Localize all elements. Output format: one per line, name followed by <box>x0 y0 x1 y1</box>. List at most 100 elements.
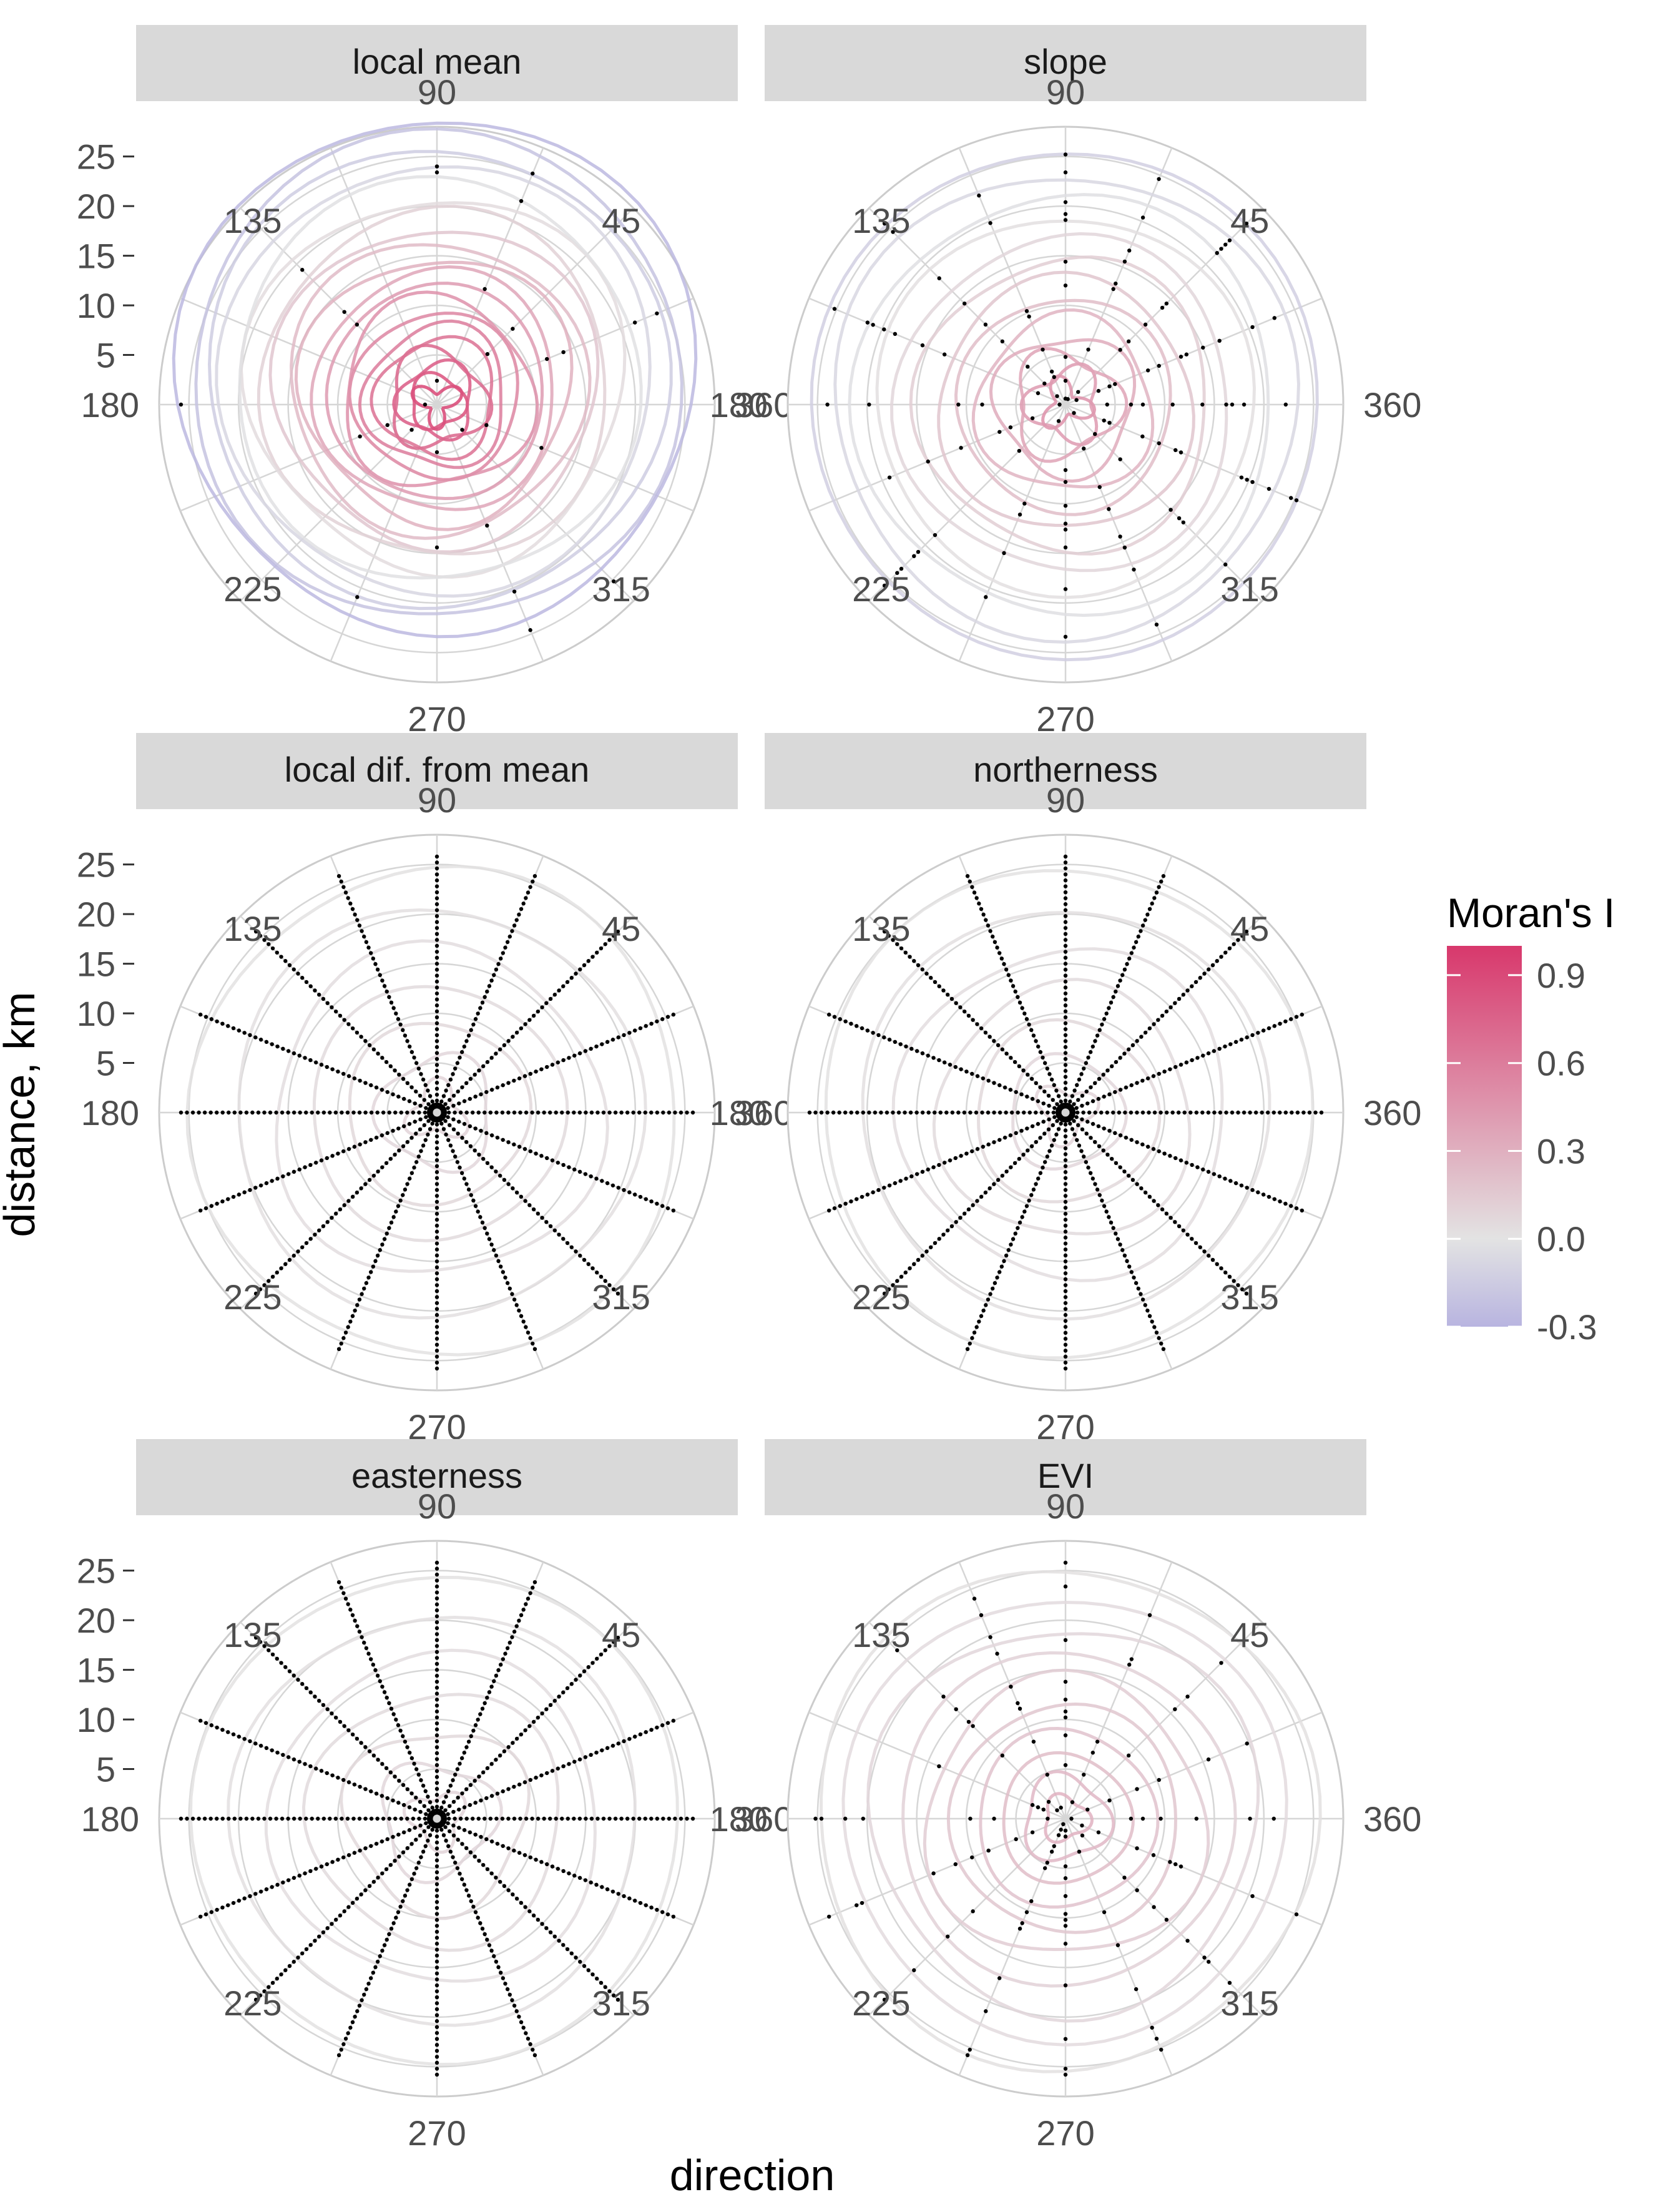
significance-point <box>428 1127 433 1131</box>
significance-point <box>565 1947 570 1952</box>
significance-point <box>304 980 309 985</box>
contour-line <box>393 343 494 450</box>
significance-point <box>371 1264 376 1269</box>
significance-point <box>325 1862 330 1867</box>
significance-point <box>1168 1860 1172 1864</box>
significance-point <box>275 1044 280 1049</box>
significance-point <box>308 1943 313 1947</box>
contour-line <box>848 193 1270 617</box>
significance-point <box>528 2042 532 2047</box>
significance-point <box>1151 1853 1156 1857</box>
significance-point <box>521 2025 526 2030</box>
significance-point <box>458 1165 462 1170</box>
significance-point <box>434 1021 439 1026</box>
significance-point <box>644 1197 648 1201</box>
significance-point <box>439 1121 444 1126</box>
significance-point <box>1164 1917 1169 1922</box>
significance-point <box>512 1816 517 1821</box>
significance-point <box>992 940 997 945</box>
significance-point <box>589 1880 593 1885</box>
significance-point <box>1080 1117 1084 1122</box>
significance-point <box>227 1816 231 1821</box>
significance-point <box>966 1207 971 1212</box>
significance-point <box>434 1840 439 1845</box>
significance-point <box>434 854 439 859</box>
significance-point <box>1063 521 1068 526</box>
significance-point <box>632 320 637 325</box>
significance-point <box>434 872 439 877</box>
significance-point <box>1147 1026 1152 1031</box>
significance-point <box>362 1286 366 1291</box>
significance-point <box>1147 1110 1151 1115</box>
significance-point <box>644 1730 648 1734</box>
significance-point <box>330 1005 334 1010</box>
significance-point <box>391 1798 395 1803</box>
significance-point <box>270 1652 275 1657</box>
significance-point <box>434 985 439 990</box>
significance-point <box>1261 1192 1266 1197</box>
significance-point <box>1212 1110 1217 1115</box>
significance-point <box>1076 1098 1080 1102</box>
direction-tick-label: 270 <box>1036 699 1094 739</box>
significance-point <box>1063 1325 1068 1329</box>
significance-point <box>1102 418 1106 423</box>
legend-ticks: 0.90.60.30.0-0.3 <box>1447 956 1597 1347</box>
significance-point <box>1063 259 1068 264</box>
significance-point <box>999 956 1004 961</box>
significance-point <box>253 1635 258 1640</box>
direction-tick-label: 90 <box>1046 780 1085 820</box>
significance-point <box>215 1019 219 1024</box>
significance-point <box>510 1635 514 1639</box>
significance-point <box>1017 512 1022 517</box>
significance-point <box>398 1728 403 1733</box>
significance-point <box>582 963 587 968</box>
significance-point <box>1030 1802 1035 1807</box>
significance-point <box>972 1330 977 1335</box>
significance-point <box>1194 1816 1198 1821</box>
significance-point <box>270 946 275 951</box>
significance-point <box>1063 1039 1068 1043</box>
significance-point <box>373 1668 378 1673</box>
significance-point <box>352 1144 357 1149</box>
significance-point <box>527 1018 532 1022</box>
significance-point <box>434 1590 439 1595</box>
significance-point <box>1250 1187 1255 1192</box>
significance-point <box>443 1102 448 1106</box>
significance-point <box>434 1307 439 1311</box>
significance-point <box>1063 1134 1068 1139</box>
significance-point <box>286 1110 290 1115</box>
significance-point <box>1077 1143 1082 1148</box>
significance-point <box>582 1257 587 1262</box>
significance-point <box>1063 1223 1068 1228</box>
contour-line <box>239 201 627 579</box>
significance-point <box>1063 1093 1068 1097</box>
significance-point <box>1063 1206 1068 1210</box>
significance-point <box>419 1072 423 1076</box>
significance-point <box>270 1042 274 1046</box>
significance-point <box>330 1773 335 1777</box>
significance-point <box>330 1860 335 1864</box>
significance-point <box>1027 1022 1031 1027</box>
significance-point <box>1157 1149 1161 1154</box>
significance-point <box>485 1231 489 1236</box>
significance-point <box>1063 1081 1068 1085</box>
significance-point <box>1160 305 1165 310</box>
significance-point <box>1244 221 1249 226</box>
significance-point <box>552 1934 557 1939</box>
significance-point <box>424 1821 428 1826</box>
significance-point <box>434 2048 439 2053</box>
contour-line <box>301 1693 560 1952</box>
significance-point <box>569 976 574 980</box>
significance-point <box>494 1253 499 1258</box>
significance-point <box>1118 1165 1122 1169</box>
significance-point <box>416 1066 421 1071</box>
significance-point <box>531 1913 536 1918</box>
significance-point <box>434 1632 439 1636</box>
significance-point <box>418 1117 423 1122</box>
significance-point <box>268 1816 273 1821</box>
significance-point <box>1122 259 1127 264</box>
significance-point <box>1063 1366 1068 1371</box>
x-axis-title: direction <box>670 2151 835 2200</box>
significance-point <box>1092 431 1097 436</box>
significance-point <box>466 1739 471 1744</box>
